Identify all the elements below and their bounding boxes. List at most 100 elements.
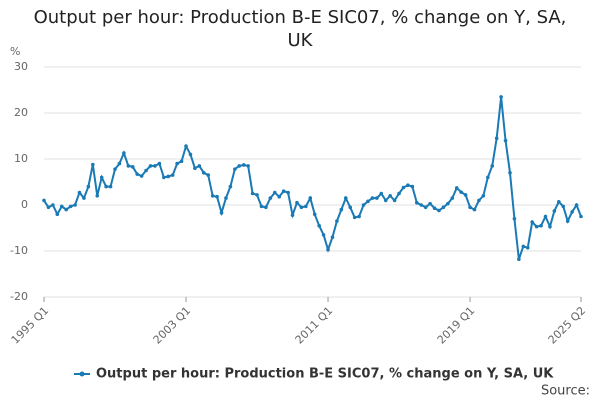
data-point — [126, 164, 131, 168]
data-point — [410, 184, 415, 189]
data-point — [179, 159, 184, 164]
data-point — [108, 184, 113, 189]
data-point — [579, 214, 583, 219]
data-point — [499, 95, 503, 99]
data-point — [290, 213, 295, 217]
data-point — [317, 223, 321, 228]
data-point — [312, 212, 317, 216]
data-point — [250, 191, 255, 196]
data-point — [375, 196, 379, 200]
data-point — [525, 245, 530, 250]
data-point — [237, 164, 242, 168]
data-point — [233, 167, 237, 171]
data-point — [437, 208, 441, 213]
x-tick-label: 2003 Q1 — [151, 304, 194, 347]
data-point — [441, 205, 446, 210]
data-point — [561, 204, 566, 209]
data-point — [281, 189, 286, 193]
data-point — [148, 164, 153, 168]
data-point — [330, 235, 335, 239]
data-point — [392, 198, 397, 203]
data-point — [219, 211, 224, 215]
data-point — [153, 164, 157, 168]
data-point — [459, 190, 463, 194]
data-point — [383, 198, 388, 203]
data-point — [352, 215, 357, 220]
data-point — [326, 247, 330, 252]
data-point — [414, 200, 419, 205]
data-point — [59, 204, 64, 209]
data-point — [117, 161, 122, 166]
data-point — [55, 212, 60, 216]
data-point — [259, 204, 264, 209]
data-point — [113, 167, 117, 171]
data-point — [304, 204, 308, 209]
data-point — [419, 203, 424, 207]
data-point — [73, 203, 77, 207]
data-point — [144, 168, 148, 173]
data-point — [565, 219, 570, 223]
data-point — [557, 199, 561, 204]
data-point — [530, 220, 534, 224]
data-point — [321, 233, 326, 237]
data-point — [481, 194, 486, 198]
data-line — [43, 96, 582, 260]
data-point — [517, 257, 521, 262]
data-point — [534, 224, 539, 229]
data-point — [348, 205, 353, 210]
data-point — [286, 190, 290, 195]
data-point — [166, 174, 171, 179]
x-tick-label: 2025 Q2 — [546, 304, 589, 347]
data-point — [379, 191, 384, 196]
legend-marker — [79, 371, 85, 377]
data-point — [68, 204, 73, 209]
data-point — [397, 191, 401, 196]
data-point — [477, 198, 481, 203]
legend-label: Output per hour: Production B-E SIC07, %… — [96, 367, 554, 382]
data-point — [277, 194, 282, 199]
data-point — [574, 203, 579, 207]
data-point — [162, 175, 166, 180]
data-point — [77, 190, 82, 195]
y-tick-label: 30 — [14, 60, 28, 73]
data-point — [299, 205, 304, 210]
data-point — [99, 175, 104, 180]
data-point — [361, 203, 366, 207]
data-point — [570, 210, 574, 214]
data-point — [370, 196, 375, 200]
data-point — [246, 164, 250, 168]
data-point — [51, 203, 55, 207]
data-point — [228, 184, 233, 189]
data-point — [428, 201, 432, 206]
data-point — [268, 196, 273, 200]
data-point — [508, 171, 512, 175]
data-point — [91, 162, 95, 167]
x-tick-label: 2019 Q1 — [435, 304, 478, 347]
data-point — [401, 185, 406, 190]
data-point — [454, 186, 459, 190]
data-point — [494, 136, 499, 141]
data-point — [210, 194, 215, 198]
data-point — [215, 194, 219, 199]
data-point — [264, 205, 268, 210]
data-point — [463, 193, 468, 197]
y-tick-label: 20 — [14, 106, 28, 119]
data-point — [472, 207, 477, 212]
y-unit: % — [10, 45, 20, 58]
data-point — [512, 217, 517, 221]
data-point — [46, 205, 51, 210]
data-point — [42, 198, 46, 203]
data-point — [552, 209, 557, 213]
data-point — [64, 207, 68, 212]
data-point — [339, 207, 344, 212]
data-point — [255, 193, 259, 197]
y-tick-label: 0 — [21, 198, 28, 211]
data-point — [357, 214, 361, 219]
data-point — [224, 196, 228, 200]
data-point — [241, 163, 246, 167]
y-tick-label: -20 — [10, 290, 28, 303]
x-tick-label: 1995 Q1 — [9, 304, 52, 347]
data-point — [201, 171, 206, 175]
